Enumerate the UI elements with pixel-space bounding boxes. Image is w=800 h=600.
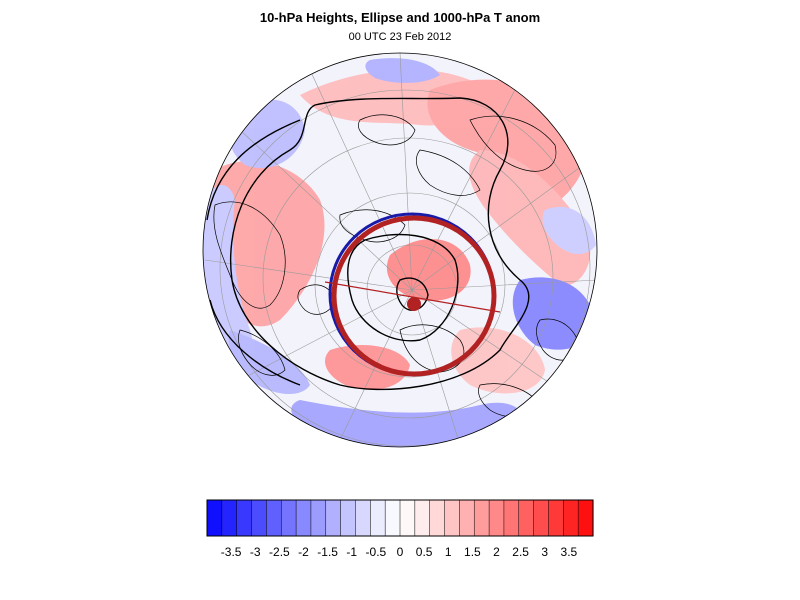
- chart-title: 10-hPa Heights, Ellipse and 1000-hPa T a…: [259, 10, 541, 25]
- colorbar-bin: [221, 499, 238, 537]
- colorbar-bin: [340, 499, 357, 537]
- ellipse-centroid: [407, 297, 421, 311]
- colorbar-tick-label: -3: [250, 545, 261, 559]
- colorbar-bin: [325, 499, 342, 537]
- ellipse-axis: [324, 281, 501, 313]
- colorbar-bin: [563, 499, 579, 537]
- chart-subtitle: 00 UTC 23 Feb 2012: [348, 31, 452, 43]
- colorbar-tick-label: -2: [298, 545, 309, 559]
- graticule: [204, 53, 597, 447]
- colorbar-tick-label: 3: [541, 545, 548, 559]
- colorbar-bin: [295, 499, 312, 537]
- colorbar-bin: [370, 499, 386, 537]
- colorbar-bin: [518, 499, 535, 537]
- colorbar-frame: [206, 499, 594, 537]
- colorbar-bin: [414, 499, 431, 537]
- colorbar-tick-label: 2.5: [512, 545, 529, 559]
- warm-anomaly-arctic: [386, 238, 471, 301]
- colorbar-tick-label: -0.5: [366, 545, 387, 559]
- warm-anomaly-siberia: [469, 150, 591, 286]
- colorbar-bin: [488, 499, 505, 537]
- colorbar-tick-label: 3.5: [561, 545, 578, 559]
- colorbar-tick-label: -3.5: [221, 545, 242, 559]
- colorbar-bin: [384, 499, 401, 537]
- colorbar-bin: [236, 499, 253, 537]
- colorbar-bin: [577, 499, 594, 537]
- cold-anomaly-siberia-east: [512, 277, 595, 350]
- colorbar-tick-label: 1.5: [464, 545, 481, 559]
- colorbar-tick-label: -1.5: [317, 545, 338, 559]
- colorbar-bin: [266, 499, 282, 537]
- colorbar-tick-label: 2: [493, 545, 500, 559]
- colorbar-bin: [548, 499, 564, 537]
- colorbar-tick-label: -1: [346, 545, 357, 559]
- colorbar-bin: [459, 499, 475, 537]
- colorbar-bin: [473, 499, 490, 537]
- colorbar-tick-label: -2.5: [269, 545, 290, 559]
- colorbar-tick-label: 0: [397, 545, 404, 559]
- colorbar-bin: [503, 499, 520, 537]
- colorbar-tick-label: 0.5: [416, 545, 433, 559]
- colorbar-bin: [399, 499, 416, 537]
- globe-outline: [202, 52, 598, 448]
- colorbar-bin: [310, 499, 327, 537]
- vortex-ellipse: [324, 212, 501, 377]
- colorbar-bin: [251, 499, 267, 537]
- cold-anomaly-north: [365, 58, 440, 83]
- ellipse-ring: [331, 215, 497, 377]
- colorbar-bin: [355, 499, 371, 537]
- colorbar-bin: [444, 499, 460, 537]
- colorbar-bin: [206, 499, 223, 537]
- colorbar-tick-label: 1: [445, 545, 452, 559]
- colorbar-bin: [429, 499, 446, 537]
- colorbar-bin: [280, 499, 297, 537]
- colorbar-bin: [533, 499, 550, 537]
- height-contours: [206, 97, 530, 391]
